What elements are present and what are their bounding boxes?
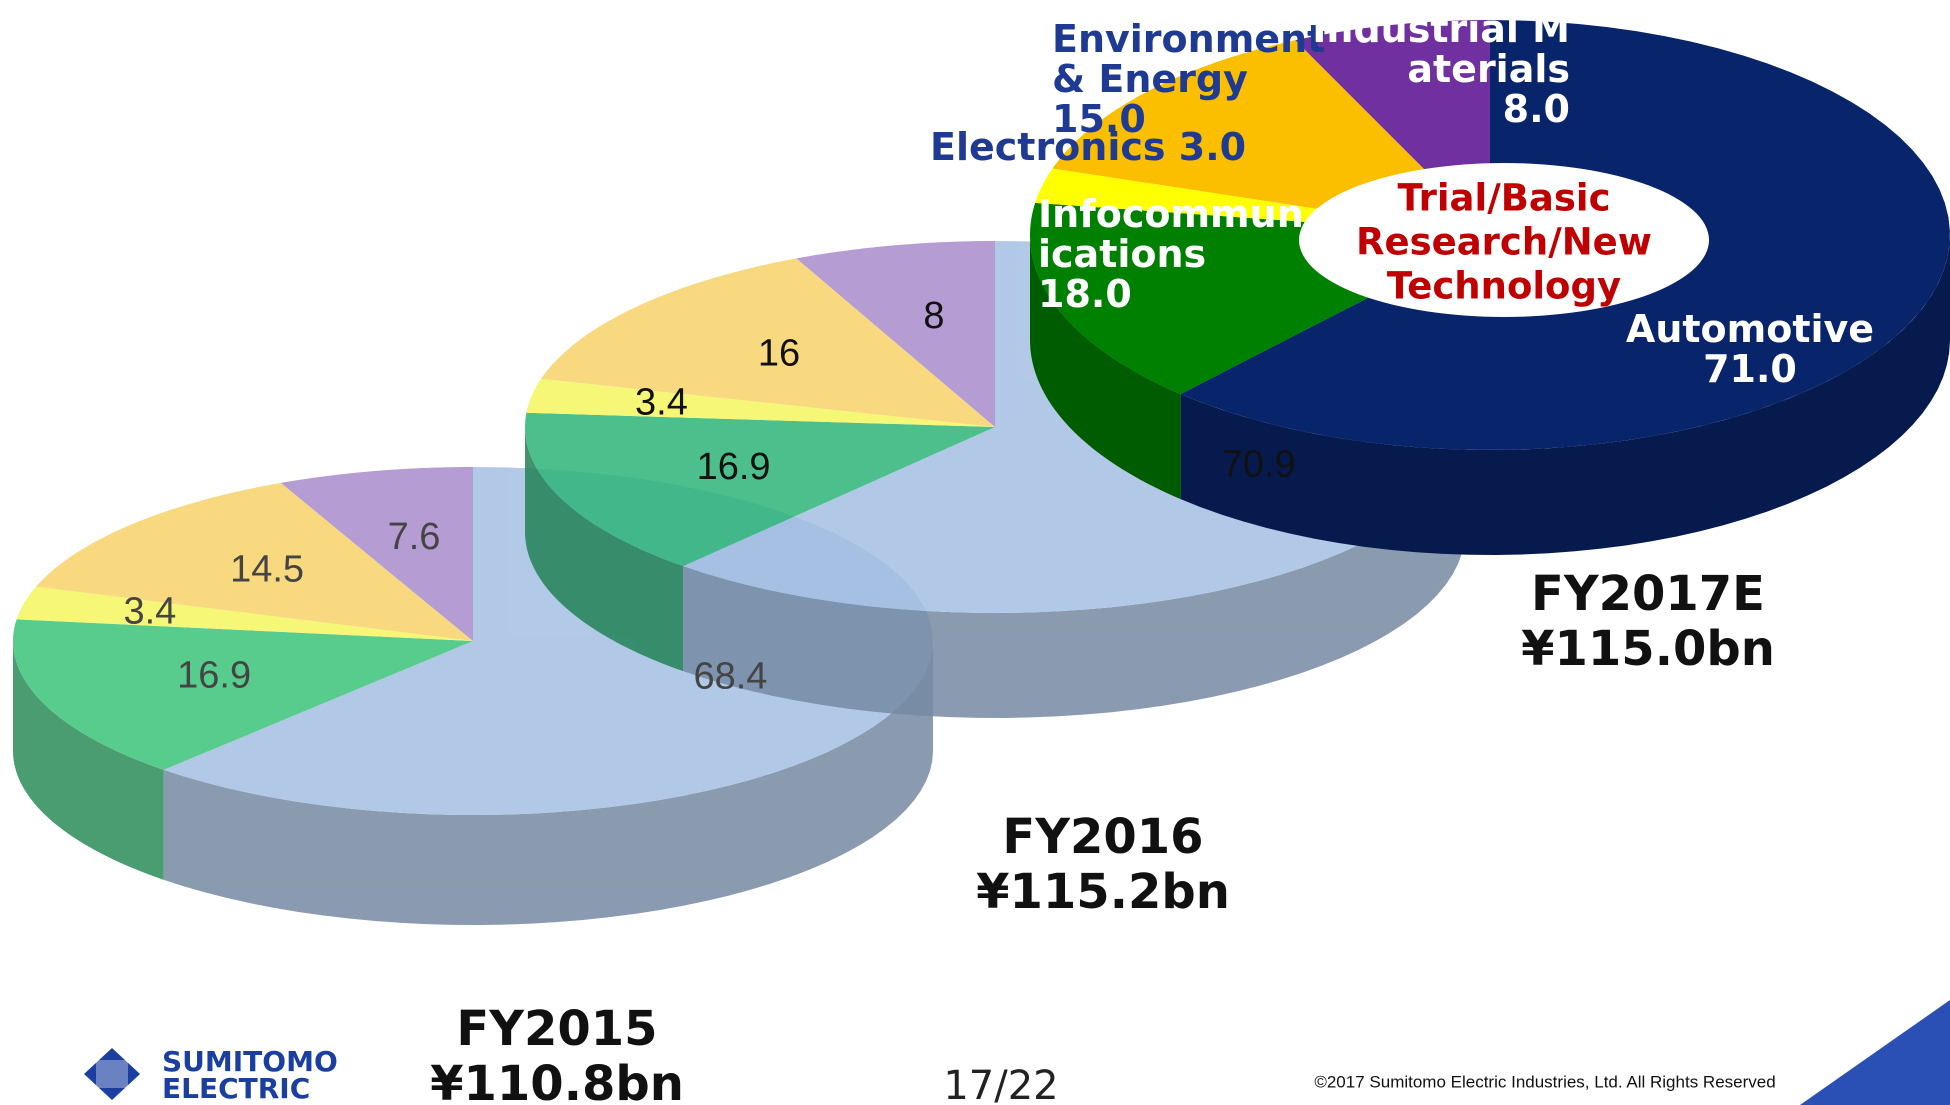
- value-label: 16.9: [177, 654, 251, 696]
- slice-label: Infocommunications 18.0: [1038, 195, 1308, 315]
- pie-slice: [36, 482, 473, 641]
- category-label: Infocommunications: [1038, 195, 1304, 276]
- pies: [13, 20, 1950, 925]
- value-label: 8.0: [1502, 86, 1570, 131]
- value-label: 14.5: [230, 549, 304, 591]
- value-label: 71.0: [1703, 346, 1797, 391]
- slice-label-box: Industrial Materials 8.0: [1300, 10, 1570, 130]
- annotation: Trial/Basic: [1397, 177, 1610, 220]
- page-number: 17/22: [943, 1063, 1058, 1105]
- category-label: Electronics: [930, 128, 1166, 169]
- value-label: 18.0: [1038, 271, 1132, 316]
- slice-label-box: Infocommunications 18.0: [1038, 195, 1308, 315]
- pie-slice: [16, 586, 474, 641]
- pie-subtitle: ¥115.0bn: [1521, 621, 1775, 677]
- value-label: 7.6: [388, 516, 441, 558]
- logo-text: ELECTRIC: [162, 1072, 310, 1105]
- pie-title: FY2016: [1002, 809, 1203, 865]
- category-label: Automotive: [1625, 310, 1875, 351]
- corner-decoration: [1800, 1000, 1950, 1105]
- category-label: Environment & Energy: [1052, 20, 1326, 101]
- pie-slice: [525, 412, 995, 567]
- pie-slice: [13, 619, 473, 770]
- pie-slice: [526, 378, 995, 427]
- pie-side: [13, 641, 164, 880]
- annotation: Research/New: [1356, 221, 1652, 264]
- slice-label-box: Environment & Energy 15.0: [1052, 20, 1352, 140]
- logo-mark-inner: [96, 1060, 128, 1088]
- category-label: Industrial Materials: [1312, 10, 1570, 91]
- value-label: 3.4: [635, 381, 688, 423]
- slice-label: Automotive 71.0: [1590, 310, 1910, 390]
- logo: SUMITOMO ELECTRIC: [84, 1045, 338, 1105]
- pie-side: [683, 427, 1465, 718]
- logo-text: SUMITOMO: [162, 1045, 338, 1078]
- value-label: 68.4: [693, 656, 767, 698]
- pie-side: [1030, 235, 1181, 500]
- pie-subtitle: ¥115.2bn: [976, 864, 1230, 920]
- annotation: Technology: [1387, 265, 1621, 308]
- pie-side: [163, 641, 933, 925]
- pie-slice: [541, 258, 995, 427]
- value-label: 16: [758, 332, 800, 374]
- pie-subtitle: ¥110.8bn: [430, 1056, 684, 1105]
- pie-side: [1180, 235, 1950, 555]
- value-label: 15.0: [1052, 96, 1146, 141]
- pie-slice: [280, 467, 473, 641]
- copyright: ©2017 Sumitomo Electric Industries, Ltd.…: [1314, 1072, 1775, 1091]
- value-label: 3.4: [123, 591, 176, 633]
- slice-label: Industrial Materials 8.0: [1300, 10, 1570, 130]
- pie-side: [525, 427, 684, 672]
- slice-label-box: Automotive 71.0: [1590, 310, 1910, 390]
- logo-mark: [84, 1048, 140, 1100]
- annotation-bubble: [1299, 163, 1709, 317]
- value-label: 8: [923, 295, 944, 337]
- slice-label: Electronics 3.0: [930, 128, 1270, 168]
- pie-title: FY2017E: [1531, 566, 1765, 622]
- value-label: 70.9: [1222, 444, 1296, 486]
- value-label: 3.0: [1178, 128, 1247, 169]
- slice-label-box: Electronics 3.0: [930, 128, 1270, 168]
- slice-label: Environment & Energy 15.0: [1052, 20, 1352, 140]
- pie-title: FY2015: [456, 1001, 657, 1057]
- pie-slice: [796, 241, 995, 427]
- value-label: 16.9: [697, 446, 771, 488]
